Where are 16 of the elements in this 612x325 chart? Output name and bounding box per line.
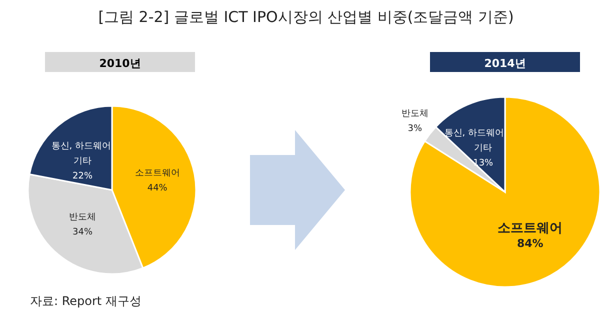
text: 자료: Report 재구성 [30, 294, 142, 308]
slice-label: 소프트웨어 [498, 220, 563, 236]
data-label: 13% [473, 158, 494, 168]
chart-subtitle: 2010년 [99, 57, 141, 70]
chart-subtitle: 2014년 [484, 57, 526, 70]
slice-label: 통신, 하드웨어 기타 [444, 128, 504, 154]
data-label: 44% [147, 183, 168, 194]
slice-label: 소프트웨어 [134, 168, 180, 178]
slice-label: 반도체 [69, 212, 96, 223]
data-label: 84% [517, 236, 544, 250]
data-label: 22% [72, 171, 93, 182]
text: [그림 2-2] 글로벌 ICT IPO시장의 산업별 비중(조달금액 기준) [98, 8, 514, 26]
slice-label: 반도체 [401, 109, 428, 120]
slice-label: 통신, 하드웨어 기타 [51, 141, 111, 166]
data-label: 34% [72, 228, 93, 238]
data-label: 3% [408, 124, 423, 134]
